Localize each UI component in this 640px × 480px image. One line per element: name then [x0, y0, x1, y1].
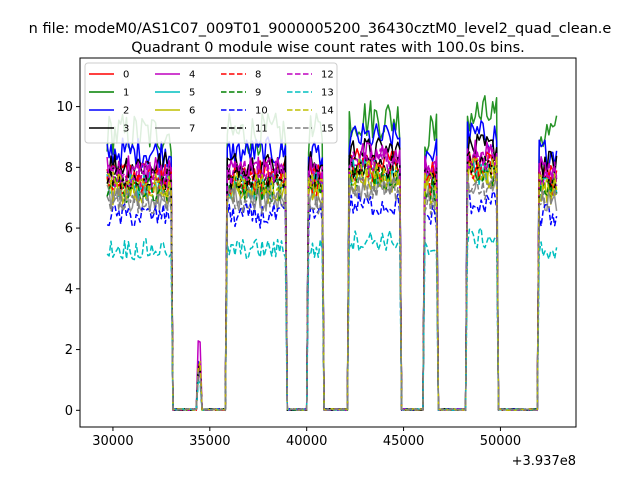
series-line-8 [106, 152, 558, 412]
legend-label-15: 15 [321, 124, 334, 135]
series-line-5 [106, 158, 558, 412]
x-tick-label-4: 50000 [480, 434, 521, 449]
legend-label-5: 5 [189, 88, 195, 99]
series-line-6 [106, 162, 558, 412]
series-line-14 [106, 156, 558, 412]
legend-label-7: 7 [189, 124, 195, 135]
legend-label-9: 9 [255, 88, 261, 99]
chart-suptitle: n file: modeM0/AS1C07_009T01_9000005200_… [29, 21, 612, 37]
legend-label-14: 14 [321, 106, 334, 117]
y-tick-label-5: 10 [56, 100, 73, 115]
series-line-7 [106, 171, 558, 412]
legend-label-11: 11 [255, 124, 268, 135]
x-tick-label-3: 45000 [383, 434, 424, 449]
legend-label-0: 0 [123, 70, 129, 81]
y-tick-label-0: 0 [65, 404, 73, 419]
series-layer [106, 95, 558, 412]
y-tick-label-4: 8 [65, 161, 73, 176]
y-axis: 0 2 4 6 8 10 [56, 100, 80, 419]
legend-label-10: 10 [255, 106, 268, 117]
series-line-10 [106, 190, 558, 411]
x-tick-label-2: 40000 [286, 434, 327, 449]
x-axis-offset-label: +3.937e8 [512, 454, 576, 469]
legend-label-13: 13 [321, 88, 334, 99]
legend-label-4: 4 [189, 70, 195, 81]
x-tick-label-0: 30000 [92, 434, 133, 449]
y-tick-label-3: 6 [65, 222, 73, 237]
legend-label-3: 3 [123, 124, 129, 135]
y-tick-label-2: 4 [65, 282, 73, 297]
series-line-15 [106, 173, 558, 412]
y-tick-label-1: 2 [65, 343, 73, 358]
series-line-4 [106, 139, 558, 412]
chart-title: Quadrant 0 module wise count rates with … [131, 40, 525, 56]
plot-frame [79, 57, 577, 428]
legend-label-1: 1 [123, 88, 129, 99]
legend-label-8: 8 [255, 70, 261, 81]
series-line-11 [106, 151, 558, 412]
legend-frame [84, 62, 338, 144]
x-axis: 30000 35000 40000 45000 50000 [92, 427, 521, 449]
legend-label-12: 12 [321, 70, 334, 81]
series-line-13 [106, 227, 558, 412]
series-line-3 [106, 133, 558, 412]
legend-label-2: 2 [123, 106, 129, 117]
legend-label-6: 6 [189, 106, 195, 117]
x-tick-label-1: 35000 [189, 434, 230, 449]
